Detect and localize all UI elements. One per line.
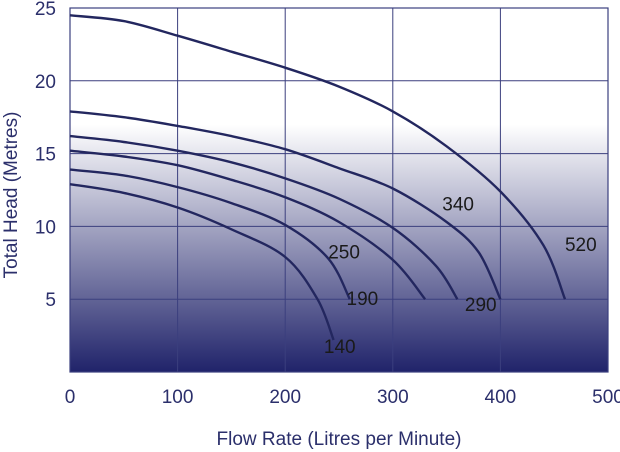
curve-label-250: 250 <box>328 242 360 263</box>
y-tick-label: 15 <box>35 145 56 166</box>
pump-curves <box>69 14 567 341</box>
y-tick-label: 20 <box>35 72 56 93</box>
curve-labels: 520 340 290 250 190 140 <box>324 194 597 358</box>
y-tick-label: 10 <box>35 217 56 238</box>
y-axis-title: Total Head (Metres) <box>1 112 22 279</box>
x-tick-label: 300 <box>377 387 409 408</box>
curve-label-140: 140 <box>324 337 356 358</box>
curve-140 <box>69 183 335 341</box>
y-tick-label: 5 <box>45 290 56 311</box>
x-tick-label: 400 <box>485 387 517 408</box>
curve-250 <box>69 149 427 300</box>
plot-frame <box>69 7 609 373</box>
plot-area <box>70 8 608 372</box>
x-axis-title: Flow Rate (Litres per Minute) <box>217 429 462 450</box>
curve-340 <box>69 110 502 300</box>
curve-label-290: 290 <box>465 295 497 316</box>
curve-label-520: 520 <box>565 235 597 256</box>
curve-520 <box>69 14 567 300</box>
x-tick-label: 0 <box>65 387 76 408</box>
curve-290 <box>69 134 459 300</box>
y-tick-label: 25 <box>35 0 56 20</box>
x-tick-label: 500 <box>592 387 620 408</box>
axis-ticks: 0 100 200 300 400 500 5 10 15 20 25 <box>35 0 620 408</box>
curve-label-340: 340 <box>442 194 474 215</box>
curve-label-190: 190 <box>347 289 379 310</box>
x-tick-label: 100 <box>162 387 194 408</box>
curve-190 <box>69 168 351 300</box>
x-tick-label: 200 <box>269 387 301 408</box>
